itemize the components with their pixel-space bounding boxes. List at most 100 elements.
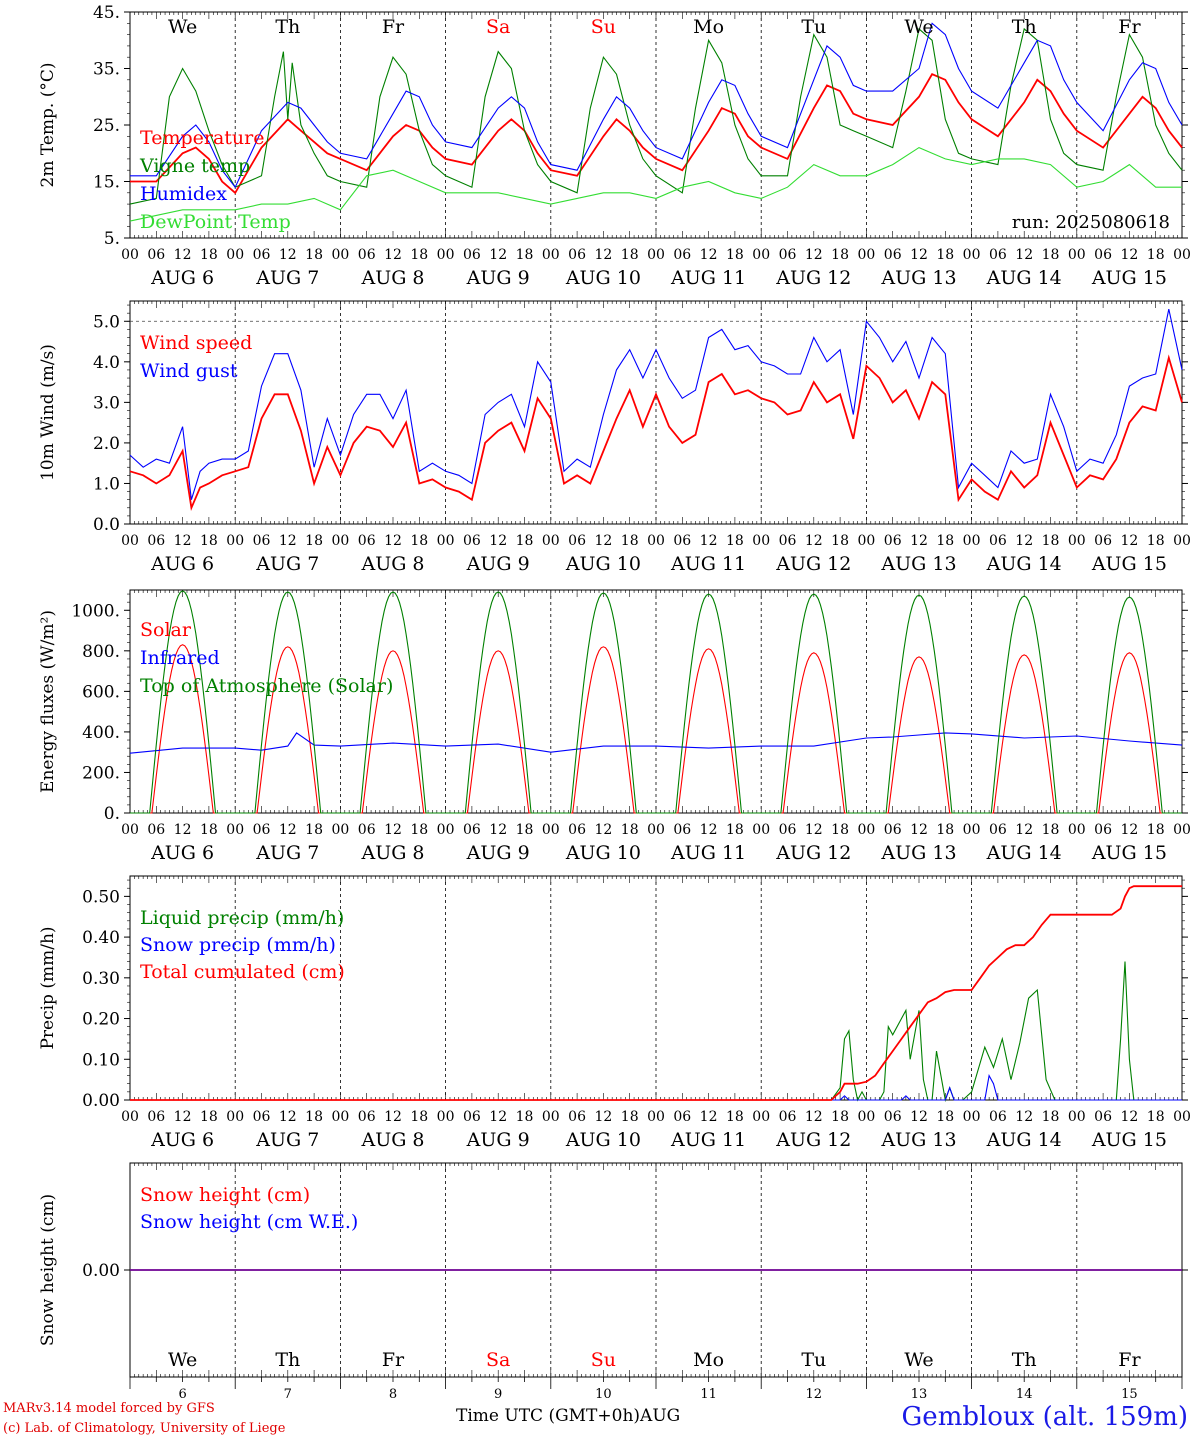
hour-tick-label: 12 [174, 533, 192, 549]
hour-tick-label: 06 [147, 1109, 165, 1125]
weekday-label: Fr [382, 16, 405, 38]
weekday-label: Su [591, 1349, 616, 1371]
hour-tick-label: 06 [1094, 533, 1112, 549]
hour-tick-label: 06 [463, 822, 481, 838]
hour-tick-label: 00 [121, 1109, 139, 1125]
hour-tick-label: 00 [437, 533, 455, 549]
hour-tick-label: 12 [700, 1109, 718, 1125]
date-label: AUG 8 [360, 1129, 424, 1151]
hour-tick-label: 18 [410, 1109, 428, 1125]
date-label: AUG 8 [360, 267, 424, 289]
hour-tick-label: 18 [516, 247, 534, 263]
hour-tick-label: 00 [226, 822, 244, 838]
legend-entry: Wind gust [140, 360, 238, 382]
hour-tick-label: 06 [779, 533, 797, 549]
hour-tick-label: 12 [1015, 1109, 1033, 1125]
hour-tick-label: 00 [542, 533, 560, 549]
hour-tick-label: 06 [1094, 247, 1112, 263]
weekday-label: Sa [486, 1349, 510, 1371]
y-tick-label: 0.40 [82, 928, 120, 948]
hour-tick-label: 06 [1094, 1109, 1112, 1125]
hour-tick-label: 06 [463, 533, 481, 549]
hour-tick-label: 00 [331, 1109, 349, 1125]
date-label: AUG 13 [880, 1129, 956, 1151]
hour-tick-label: 12 [805, 247, 823, 263]
date-label: AUG 6 [150, 553, 214, 575]
hour-tick-label: 18 [200, 1109, 218, 1125]
hour-tick-label: 00 [647, 247, 665, 263]
hour-tick-label: 12 [489, 533, 507, 549]
weekday-label: We [904, 16, 933, 38]
hour-tick-label: 12 [174, 822, 192, 838]
date-label: AUG 7 [255, 267, 319, 289]
date-label: AUG 7 [255, 1129, 319, 1151]
hour-tick-label: 18 [726, 533, 744, 549]
weekday-label: Tu [801, 16, 826, 38]
date-number-label: 10 [595, 1387, 612, 1402]
hour-tick-label: 12 [384, 247, 402, 263]
series-line-wind-gust [129, 308, 1183, 500]
weekday-label: We [168, 16, 197, 38]
hour-tick-label: 00 [857, 822, 875, 838]
hour-tick-label: 18 [621, 533, 639, 549]
hour-tick-label: 06 [358, 1109, 376, 1125]
hour-tick-label: 18 [200, 822, 218, 838]
hour-tick-label: 06 [673, 822, 691, 838]
y-tick-label: 0.20 [82, 1010, 120, 1030]
hour-tick-label: 00 [857, 247, 875, 263]
y-tick-label: 800. [82, 642, 120, 662]
hour-tick-label: 06 [884, 247, 902, 263]
hour-tick-label: 00 [437, 1109, 455, 1125]
hour-tick-label: 00 [1068, 247, 1086, 263]
legend-entry: Infrared [140, 647, 220, 669]
hour-tick-label: 00 [226, 247, 244, 263]
hour-tick-label: 06 [779, 822, 797, 838]
hour-tick-label: 06 [989, 1109, 1007, 1125]
legend-entry: Temperature [140, 127, 264, 149]
hour-tick-label: 12 [279, 1109, 297, 1125]
date-label: AUG 15 [1091, 553, 1167, 575]
y-tick-label: 15. [93, 173, 120, 193]
hour-tick-label: 12 [489, 822, 507, 838]
hour-tick-label: 12 [805, 1109, 823, 1125]
hour-tick-label: 06 [147, 822, 165, 838]
hour-tick-label: 12 [805, 533, 823, 549]
y-tick-label: 1.0 [93, 474, 120, 494]
hour-tick-label: 12 [384, 533, 402, 549]
model-credits: MARv3.14 model forced by GFS (c) Lab. of… [3, 1399, 285, 1439]
hour-tick-label: 06 [673, 533, 691, 549]
date-label: AUG 10 [565, 553, 641, 575]
date-label: AUG 11 [670, 842, 746, 864]
date-label: AUG 10 [565, 1129, 641, 1151]
date-label: AUG 12 [775, 267, 851, 289]
y-tick-label: 4.0 [93, 353, 120, 373]
hour-tick-label: 12 [700, 533, 718, 549]
hour-tick-label: 12 [1120, 1109, 1138, 1125]
hour-tick-label: 12 [279, 247, 297, 263]
date-label: AUG 14 [986, 1129, 1062, 1151]
hour-tick-label: 00 [542, 1109, 560, 1125]
date-label: AUG 9 [466, 842, 530, 864]
hour-tick-label: 18 [831, 247, 849, 263]
date-label: AUG 15 [1091, 1129, 1167, 1151]
hour-tick-label: 00 [331, 533, 349, 549]
hour-tick-label: 00 [752, 1109, 770, 1125]
hour-tick-label: 06 [568, 1109, 586, 1125]
series-line-wind-speed [129, 354, 1183, 512]
y-tick-label: 25. [93, 116, 120, 136]
hour-tick-label: 12 [594, 1109, 612, 1125]
hour-tick-label: 12 [700, 822, 718, 838]
y-tick-label: 5.0 [93, 312, 120, 332]
legend-entry: Snow height (cm) [140, 1184, 310, 1206]
y-axis-title: 2m Temp. (°C) [38, 62, 58, 187]
y-tick-label: 200. [82, 763, 120, 783]
hour-tick-label: 12 [594, 822, 612, 838]
y-tick-label: 0.30 [82, 969, 120, 989]
weekday-label: Sa [486, 16, 510, 38]
legend-entry: DewPoint Temp [140, 211, 291, 233]
plot-frame [129, 300, 1183, 525]
weekday-label: Th [275, 1349, 300, 1371]
date-number-label: 8 [389, 1387, 397, 1402]
hour-tick-label: 18 [621, 822, 639, 838]
date-label: AUG 12 [775, 842, 851, 864]
